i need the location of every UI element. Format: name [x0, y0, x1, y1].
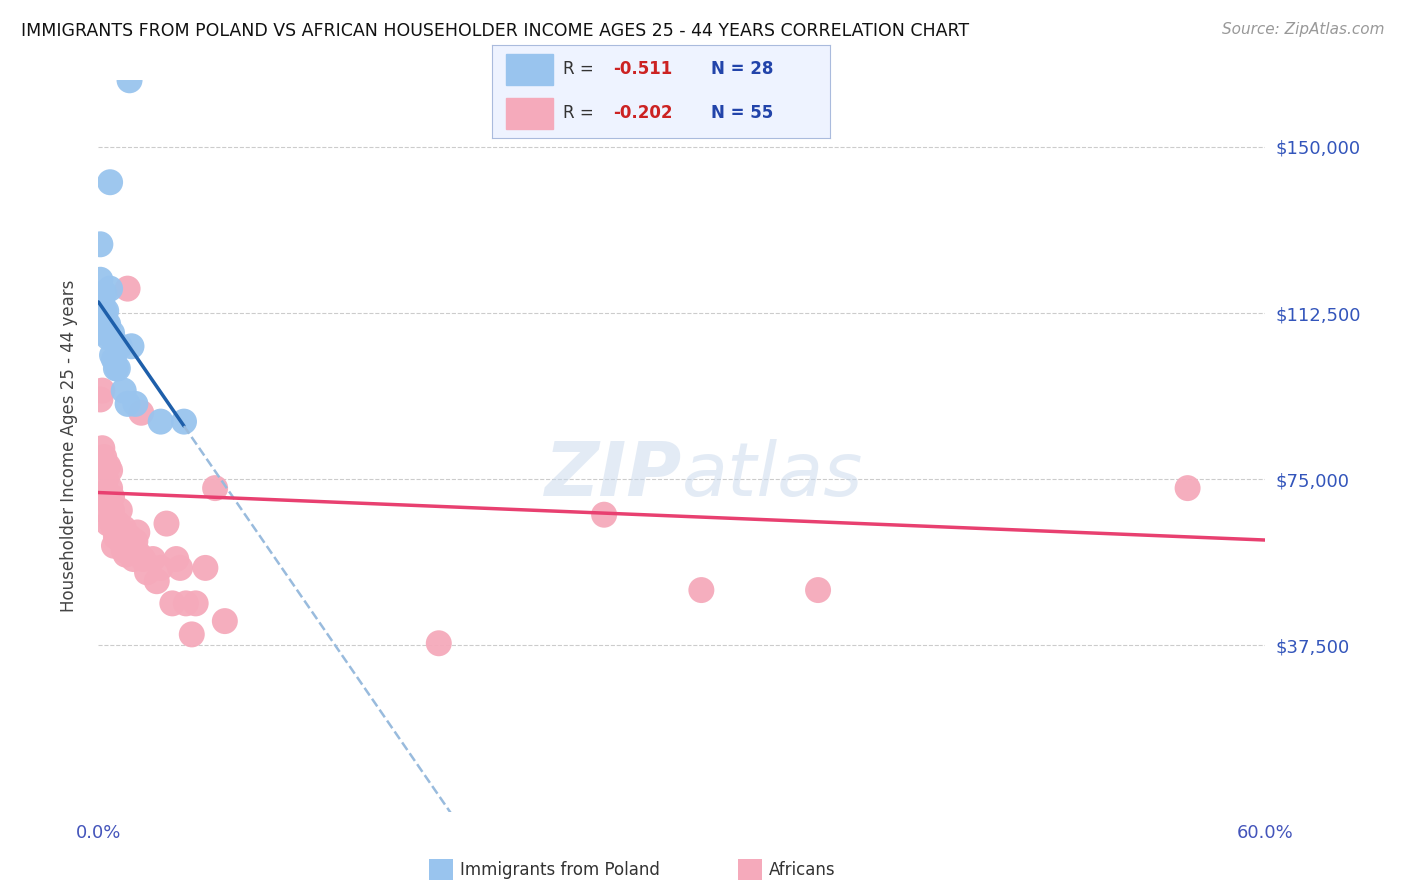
Point	[155, 516, 177, 531]
Point	[104, 361, 127, 376]
Point	[101, 516, 124, 531]
Point	[112, 521, 135, 535]
Point	[108, 503, 131, 517]
Point	[98, 463, 121, 477]
Point	[91, 384, 114, 398]
Point	[111, 534, 134, 549]
Point	[101, 326, 124, 340]
Point	[117, 282, 139, 296]
Point	[162, 596, 184, 610]
Point	[174, 596, 197, 610]
Point	[184, 596, 207, 610]
Point	[593, 508, 616, 522]
Point	[101, 503, 124, 517]
Point	[204, 481, 226, 495]
Point	[124, 397, 146, 411]
Point	[112, 384, 135, 398]
Point	[180, 627, 202, 641]
Text: R =: R =	[562, 61, 599, 78]
Point	[112, 543, 135, 558]
Point	[96, 317, 118, 331]
Point	[96, 303, 118, 318]
Point	[690, 583, 713, 598]
Point	[104, 516, 127, 531]
Point	[118, 530, 141, 544]
Text: Source: ZipAtlas.com: Source: ZipAtlas.com	[1222, 22, 1385, 37]
Point	[169, 561, 191, 575]
Point	[124, 534, 146, 549]
Point	[427, 636, 450, 650]
Point	[132, 552, 155, 566]
Text: N = 55: N = 55	[711, 104, 773, 122]
Point	[89, 458, 111, 473]
Point	[93, 458, 115, 473]
Point	[214, 614, 236, 628]
Text: Africans: Africans	[769, 861, 835, 879]
Point	[91, 294, 114, 309]
Point	[114, 548, 136, 562]
Point	[118, 73, 141, 87]
Point	[165, 552, 187, 566]
Point	[142, 552, 165, 566]
Point	[107, 516, 129, 531]
Point	[93, 317, 115, 331]
Point	[107, 361, 129, 376]
Point	[98, 175, 121, 189]
Point	[96, 472, 118, 486]
Point	[93, 326, 115, 340]
Point	[104, 530, 127, 544]
Point	[117, 397, 139, 411]
Point	[149, 415, 172, 429]
Point	[98, 481, 121, 495]
Text: IMMIGRANTS FROM POLAND VS AFRICAN HOUSEHOLDER INCOME AGES 25 - 44 YEARS CORRELAT: IMMIGRANTS FROM POLAND VS AFRICAN HOUSEH…	[21, 22, 969, 40]
Text: N = 28: N = 28	[711, 61, 773, 78]
Point	[93, 503, 115, 517]
Point	[807, 583, 830, 598]
Point	[97, 330, 120, 344]
Point	[103, 521, 125, 535]
Point	[1177, 481, 1199, 495]
Point	[108, 339, 131, 353]
Point	[173, 415, 195, 429]
Point	[93, 303, 115, 318]
Point	[101, 490, 124, 504]
Point	[96, 485, 118, 500]
Point	[97, 516, 120, 531]
Text: -0.202: -0.202	[613, 104, 673, 122]
Point	[103, 352, 125, 367]
Point	[91, 441, 114, 455]
Text: Immigrants from Poland: Immigrants from Poland	[460, 861, 659, 879]
Point	[97, 458, 120, 473]
Point	[103, 539, 125, 553]
Point	[97, 317, 120, 331]
Point	[194, 561, 217, 575]
Point	[136, 566, 159, 580]
Text: ZIP: ZIP	[544, 439, 682, 512]
Bar	[506, 98, 553, 129]
Y-axis label: Householder Income Ages 25 - 44 years: Householder Income Ages 25 - 44 years	[59, 280, 77, 612]
Point	[97, 494, 120, 508]
Point	[89, 273, 111, 287]
Point	[98, 282, 121, 296]
Point	[93, 450, 115, 464]
Point	[149, 561, 172, 575]
Point	[146, 574, 169, 589]
Point	[89, 237, 111, 252]
Point	[127, 525, 149, 540]
Bar	[506, 54, 553, 85]
Point	[121, 339, 143, 353]
Point	[129, 406, 152, 420]
Point	[89, 392, 111, 407]
Point	[91, 308, 114, 322]
Point	[101, 348, 124, 362]
Point	[93, 286, 115, 301]
Text: R =: R =	[562, 104, 599, 122]
Point	[128, 548, 150, 562]
Point	[121, 539, 143, 553]
Text: atlas: atlas	[682, 439, 863, 511]
Text: -0.511: -0.511	[613, 61, 673, 78]
Point	[96, 326, 118, 340]
Point	[122, 552, 145, 566]
